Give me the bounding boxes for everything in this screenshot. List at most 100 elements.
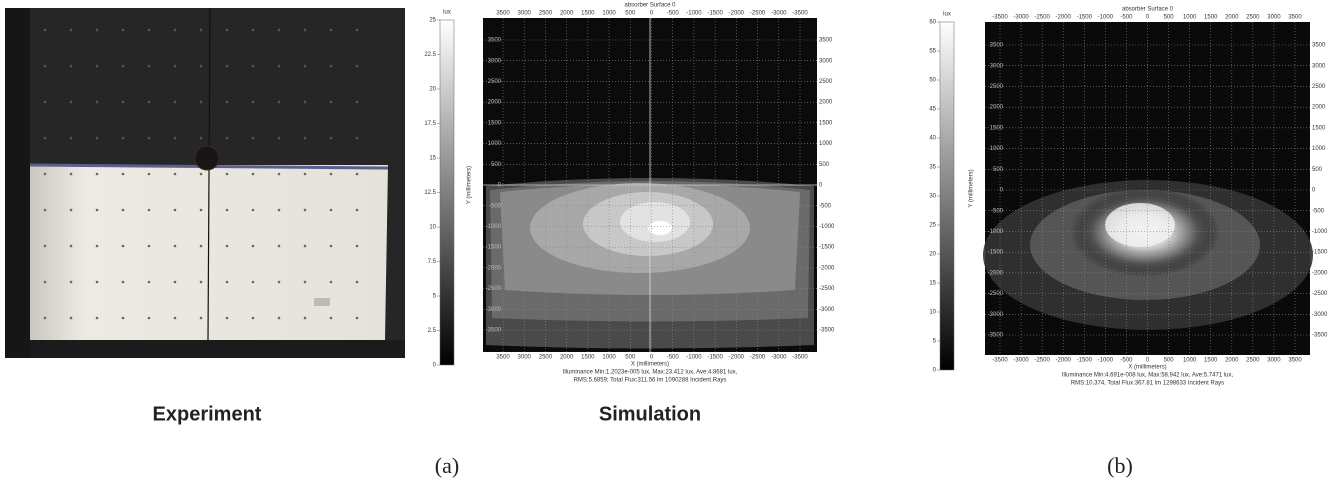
x-axis-label: X (millimeters) <box>1128 365 1166 371</box>
y-tick-label: 1500 <box>488 120 502 126</box>
y-tick-label: 2000 <box>819 100 833 106</box>
dot <box>303 100 307 104</box>
y-tick-label: 500 <box>819 162 830 168</box>
colorbar-tick-label: 40 <box>929 136 936 142</box>
dot <box>355 136 359 140</box>
y-tick-label: 2000 <box>990 105 1004 111</box>
dot <box>95 280 99 284</box>
x-tick-label: 1000 <box>602 11 616 17</box>
footer-text: Illuminance Min:4.691e-008 lux, Max:58.9… <box>1062 373 1234 379</box>
dot <box>69 136 73 140</box>
y-axis-label: Y (millimeters) <box>969 169 975 207</box>
x-tick-label: 2000 <box>1225 15 1239 21</box>
dot <box>329 28 333 32</box>
dot <box>147 280 151 284</box>
colorbar-tick-label: 45 <box>929 107 936 113</box>
dot <box>43 64 47 68</box>
dot <box>43 208 47 212</box>
colorbar-tick-label: 22.5 <box>424 52 436 58</box>
dot <box>225 208 229 212</box>
dot <box>277 208 281 212</box>
colorbar-tick-label: 35 <box>929 165 936 171</box>
dot <box>199 280 203 284</box>
y-tick-label: 1500 <box>819 120 833 126</box>
dot <box>355 244 359 248</box>
colorbar-tick-label: 20 <box>929 252 936 258</box>
colorbar-tick-label: 50 <box>929 78 936 84</box>
dot <box>69 280 73 284</box>
dot <box>277 28 281 32</box>
dot <box>225 100 229 104</box>
y-tick-label: 3500 <box>990 43 1004 49</box>
y-tick-label: 2000 <box>1312 105 1326 111</box>
x-tick-label: -3500 <box>992 358 1008 364</box>
dot <box>43 244 47 248</box>
y-tick-label: -2000 <box>819 265 835 271</box>
x-tick-label: -1000 <box>1098 15 1114 21</box>
dot <box>95 136 99 140</box>
y-tick-label: -2000 <box>486 265 502 271</box>
dot <box>303 280 307 284</box>
simulation-b <box>939 21 1313 371</box>
x-tick-label: 3000 <box>518 11 532 17</box>
x-tick-label: -1000 <box>686 355 702 361</box>
dot <box>173 100 177 104</box>
dot <box>95 208 99 212</box>
dot <box>199 64 203 68</box>
dot <box>43 28 47 32</box>
y-tick-label: -3000 <box>988 312 1004 318</box>
y-tick-label: -3000 <box>819 307 835 313</box>
dot <box>329 208 333 212</box>
dot <box>121 244 125 248</box>
dot <box>95 100 99 104</box>
x-tick-label: -3000 <box>771 355 787 361</box>
x-tick-label: -2500 <box>750 11 766 17</box>
y-tick-label: -1000 <box>988 229 1004 235</box>
dot <box>277 64 281 68</box>
x-tick-label: -1000 <box>686 11 702 17</box>
colorbar-tick-label: 15 <box>429 156 436 162</box>
y-tick-label: -1000 <box>486 224 502 230</box>
x-tick-label: -2500 <box>1034 358 1050 364</box>
y-tick-label: 3000 <box>488 58 502 64</box>
y-tick-label: 0 <box>1312 188 1316 194</box>
dot <box>173 244 177 248</box>
dot <box>173 172 177 176</box>
x-tick-label: 1500 <box>1204 358 1218 364</box>
dot <box>147 136 151 140</box>
dot <box>277 100 281 104</box>
dot <box>303 172 307 176</box>
dot <box>355 28 359 32</box>
dot <box>173 280 177 284</box>
y-tick-label: 3000 <box>1312 63 1326 69</box>
dot <box>225 244 229 248</box>
y-tick-label: 1500 <box>990 125 1004 131</box>
x-tick-label: -1500 <box>707 11 723 17</box>
caption: Experiment <box>153 403 262 425</box>
y-tick-label: 3500 <box>819 38 833 44</box>
dot <box>355 280 359 284</box>
dot <box>277 172 281 176</box>
x-tick-label: -500 <box>667 355 680 361</box>
y-tick-label: -500 <box>1312 208 1325 214</box>
x-tick-label: 0 <box>1146 15 1150 21</box>
dot <box>43 172 47 176</box>
x-tick-label: 0 <box>650 355 654 361</box>
map-title: absorber Surface 0 <box>1122 7 1174 13</box>
dot <box>121 100 125 104</box>
colorbar-unit: lux <box>443 10 451 16</box>
colorbar-tick-label: 20 <box>429 87 436 93</box>
colorbar-tick-label: 10 <box>429 225 436 231</box>
dot <box>303 316 307 320</box>
colorbar-tick-label: 55 <box>929 49 936 55</box>
dot <box>225 64 229 68</box>
x-tick-label: 2000 <box>560 355 574 361</box>
x-tick-label: -2000 <box>729 11 745 17</box>
colorbar-tick-label: 17.5 <box>424 121 436 127</box>
dot <box>43 316 47 320</box>
x-tick-label: -500 <box>1120 358 1133 364</box>
dot <box>251 100 255 104</box>
dot <box>329 64 333 68</box>
dot <box>199 100 203 104</box>
